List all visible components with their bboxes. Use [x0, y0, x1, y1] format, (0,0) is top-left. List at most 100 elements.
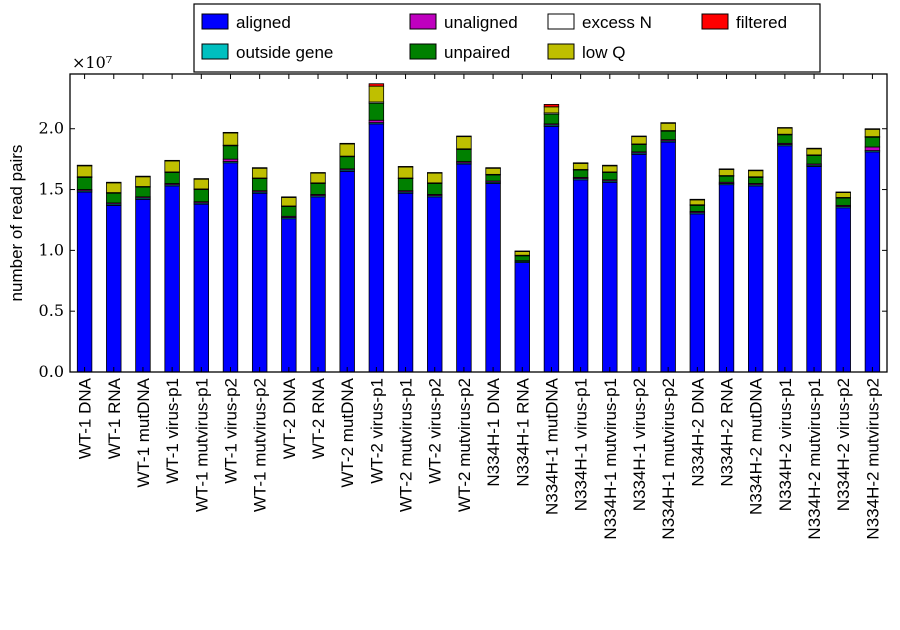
x-tick-label: WT-1 virus-p2: [221, 378, 240, 484]
x-tick-label: N334H-2 virus-p1: [776, 378, 795, 511]
bar-segment-aligned: [281, 218, 297, 373]
bar-segment-low-Q: [397, 166, 414, 179]
bar-segment-unpaired: [222, 145, 239, 160]
bar-segment-filtered: [251, 167, 268, 169]
legend-swatch: [409, 43, 437, 60]
bar-segment-unpaired: [106, 192, 122, 204]
bar-segment-unpaired: [193, 189, 209, 203]
bar-segment-filtered: [456, 135, 472, 138]
bar-segment-aligned: [806, 166, 822, 373]
bar-stack: [164, 159, 180, 373]
bar-segment-filtered: [864, 128, 881, 130]
bar-stack: [427, 172, 443, 373]
bar-stack: [689, 198, 706, 373]
bar-segment-low-Q: [572, 162, 589, 170]
bar-stack: [777, 127, 793, 373]
x-axis: WT-1 DNA WT-1 RNA WT-1 mutDNA WT-1 virus-p1…: [76, 74, 882, 540]
bar-segment-aligned: [397, 192, 414, 373]
bar-stack: [485, 167, 501, 373]
bar-segment-unpaired: [602, 172, 618, 181]
bar-stack: [397, 166, 414, 373]
x-tick-label: N334H-2 DNA: [688, 377, 707, 486]
bar-stack: [748, 169, 764, 373]
bar-segment-unpaired: [748, 176, 764, 184]
bar-segment-filtered: [397, 166, 414, 168]
bar-segment-low-Q: [135, 176, 151, 187]
bar-stack: [368, 83, 385, 373]
bar-segment-unpaired: [543, 113, 560, 125]
bar-segment-aligned: [660, 141, 676, 373]
bar-segment-low-Q: [806, 148, 822, 156]
legend-label: unaligned: [444, 13, 518, 32]
bar-segment-aligned: [718, 184, 735, 373]
bar-stack: [602, 164, 618, 373]
bar-segment-low-Q: [281, 197, 297, 207]
bar-segment-aligned: [456, 163, 472, 373]
bar-segment-unpaired: [660, 130, 676, 141]
legend-swatch: [701, 13, 729, 30]
bar-segment-unpaired: [135, 186, 151, 198]
x-tick-label: WT-1 DNA: [76, 377, 95, 459]
bar-segment-low-Q: [339, 143, 355, 157]
legend-item: unpaired: [409, 43, 510, 62]
bar-segment-filtered: [368, 83, 385, 87]
bar-segment-unpaired: [368, 102, 385, 121]
legend-swatch: [201, 43, 229, 60]
bar-segment-aligned: [864, 151, 881, 373]
bar-segment-filtered: [806, 147, 822, 150]
bar-stack: [281, 196, 297, 373]
bar-segment-low-Q: [193, 178, 209, 190]
bar-segment-low-Q: [76, 165, 93, 178]
bar-segment-low-Q: [368, 85, 385, 103]
x-tick-label: WT-2 RNA: [309, 377, 328, 459]
bar-segment-low-Q: [602, 165, 618, 173]
bar-stack: [543, 104, 560, 373]
y-tick-label: 2.0: [39, 119, 64, 138]
bar-segment-aligned: [164, 185, 180, 373]
x-tick-label: WT-1 virus-p1: [163, 378, 182, 484]
x-tick-label: N334H-2 mutDNA: [747, 377, 766, 515]
bar-stack: [222, 131, 239, 373]
bar-segment-filtered: [310, 172, 326, 174]
bar-segment-filtered: [748, 169, 764, 172]
bar-segment-aligned: [543, 125, 560, 373]
bar-segment-unpaired: [689, 204, 706, 212]
bar-segment-low-Q: [631, 136, 647, 145]
x-tick-label: WT-2 virus-p1: [367, 378, 386, 484]
bar-segment-unpaired: [718, 175, 735, 183]
bar-segment-low-Q: [427, 172, 443, 184]
x-tick-label: N334H-2 RNA: [718, 377, 737, 486]
bar-segment-aligned: [631, 153, 647, 373]
bar-segment-low-Q: [689, 199, 706, 206]
bar-segment-aligned: [835, 207, 851, 373]
y-axis: 0.0 0.5 1.0 1.5 2.0: [39, 119, 887, 381]
bar-segment-filtered: [660, 122, 676, 124]
bar-segment-filtered: [222, 131, 239, 134]
legend-label: excess N: [582, 13, 652, 32]
bar-segment-filtered: [339, 142, 355, 145]
bar-stack: [251, 167, 268, 373]
bar-stack: [339, 142, 355, 373]
bar-segment-unaligned: [864, 146, 881, 152]
bar-stack: [806, 147, 822, 373]
bar-segment-aligned: [193, 203, 209, 373]
bar-segment-unpaired: [397, 178, 414, 192]
legend-swatch: [409, 13, 437, 30]
bar-segment-filtered: [193, 178, 209, 180]
bar-stack: [660, 122, 676, 373]
legend-swatch: [547, 13, 575, 30]
bar-segment-aligned: [514, 262, 530, 373]
bar-segment-low-Q: [106, 182, 122, 193]
x-tick-label: N334H-1 DNA: [484, 377, 503, 486]
legend-label: aligned: [236, 13, 291, 32]
x-tick-label: WT-2 mutvirus-p1: [397, 378, 416, 512]
bar-segment-unpaired: [631, 144, 647, 153]
bar-stack: [835, 191, 851, 373]
bar-segment-aligned: [602, 181, 618, 373]
bar-segment-unpaired: [835, 197, 851, 206]
bar-segment-low-Q: [718, 169, 735, 176]
legend-label: filtered: [736, 13, 787, 32]
legend: aligned unaligned excess N filtered outside …: [193, 3, 821, 73]
bar-segment-filtered: [602, 164, 618, 167]
